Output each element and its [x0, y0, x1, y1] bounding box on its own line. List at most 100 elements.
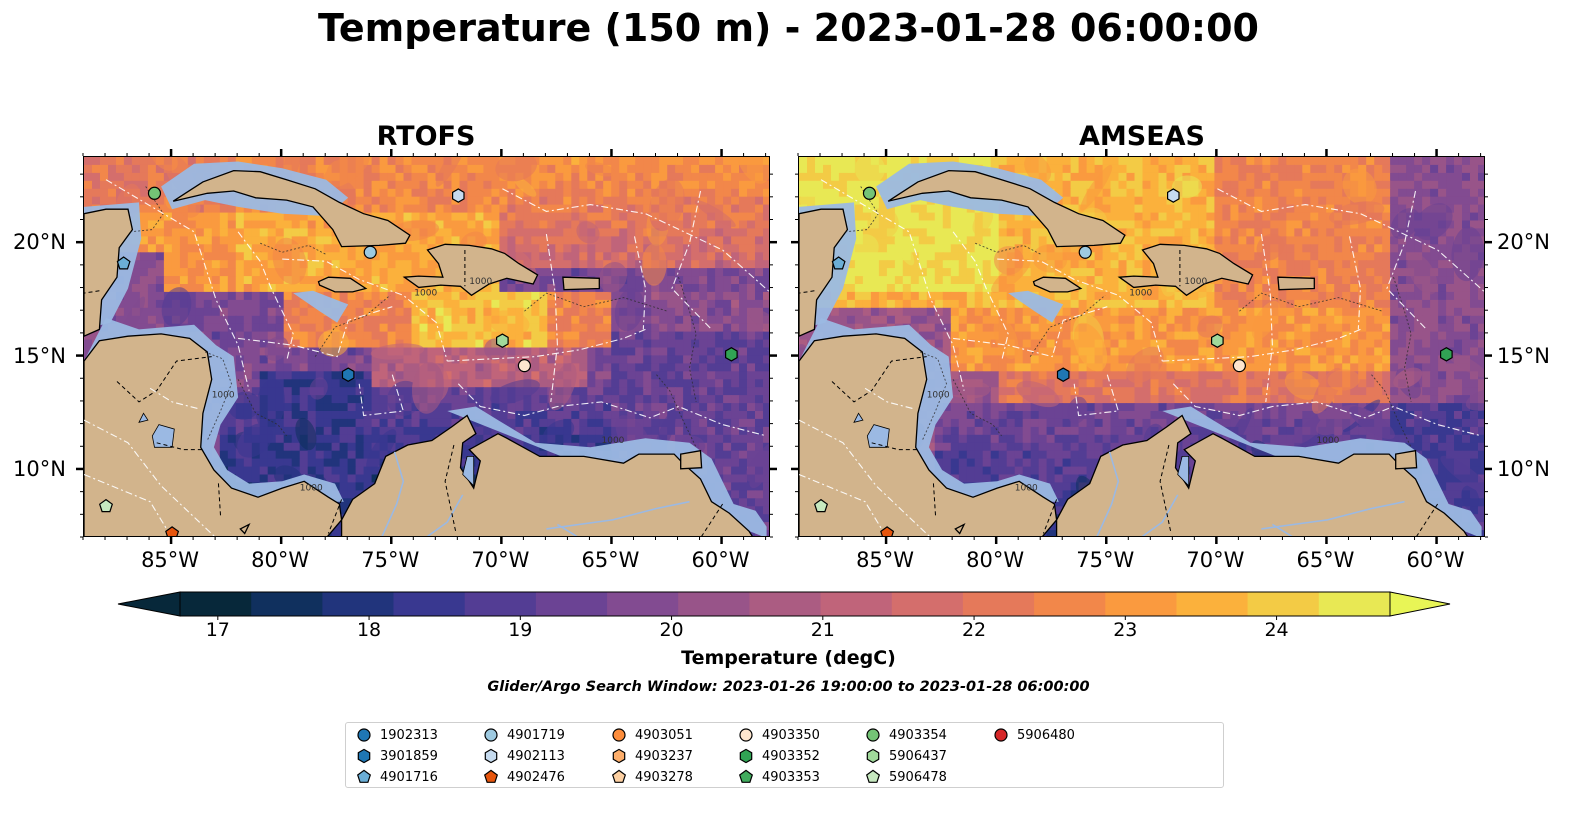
lat-label-20n-right: 20°N	[1497, 230, 1550, 254]
legend-label: 4903352	[762, 748, 820, 764]
float-marker-4903352-rtofs	[725, 347, 738, 362]
colorbar-segment	[251, 592, 323, 616]
legend-item-4901716: 4901716	[356, 768, 438, 786]
legend-item-5906478: 5906478	[865, 768, 947, 786]
legend-item-4901719: 4901719	[483, 726, 565, 744]
colorbar-segment	[1176, 592, 1249, 616]
svg-text:1000: 1000	[414, 288, 437, 298]
legend-label: 4903354	[889, 727, 947, 743]
svg-text:1000: 1000	[300, 483, 323, 493]
eez-boundaries	[84, 179, 769, 536]
colorbar-segment	[322, 592, 395, 616]
float-markers	[813, 186, 1453, 536]
colorbar-segment	[820, 592, 893, 616]
legend-label: 4903237	[635, 748, 693, 764]
legend-marker-5906437	[866, 748, 880, 764]
colorbar-segment	[180, 592, 252, 616]
colorbar-tick-label: 17	[205, 619, 230, 641]
legend-label: 5906478	[889, 769, 947, 785]
lon-label-rtofs-1: 80°W	[251, 548, 310, 572]
colorbar-tick-label: 22	[961, 619, 987, 641]
float-marker-4902113-rtofs	[452, 188, 465, 203]
legend-marker-4903353	[738, 769, 754, 783]
land-masses	[84, 169, 753, 536]
legend-item-4903237: 4903237	[611, 747, 693, 765]
legend-label: 4903278	[635, 769, 693, 785]
svg-text:1000: 1000	[212, 390, 235, 400]
legend-marker-5906478	[865, 769, 881, 783]
lon-label-amseas-4: 65°W	[1296, 548, 1355, 572]
lon-label-amseas-1: 80°W	[966, 548, 1025, 572]
lon-label-rtofs-5: 60°W	[691, 548, 750, 572]
panel-title-amseas: AMSEAS	[1079, 121, 1205, 152]
legend-marker-4903350	[739, 728, 753, 742]
float-legend: 1902313 3901859 4901716 4901719 4902113 49024…	[345, 722, 1224, 788]
colorbar-segment	[678, 592, 750, 616]
legend-marker-3901859	[357, 748, 371, 764]
legend-item-4903353: 4903353	[738, 768, 820, 786]
eez-boundaries	[799, 179, 1484, 536]
colorbar-segment	[891, 592, 964, 616]
legend-item-4903354: 4903354	[865, 726, 947, 744]
legend-label: 3901859	[380, 748, 438, 764]
legend-marker-4902113	[484, 748, 498, 764]
colorbar-extend-low	[117, 591, 181, 617]
lon-label-rtofs-3: 70°W	[471, 548, 530, 572]
legend-label: 4901716	[380, 769, 438, 785]
search-window-text: Glider/Argo Search Window: 2023-01-26 19…	[487, 679, 1090, 695]
float-marker-4901716-amseas	[831, 256, 846, 270]
colorbar	[117, 591, 1451, 620]
legend-label: 4903350	[762, 727, 820, 743]
colorbar-segment	[1034, 592, 1106, 616]
lat-label-15n-right: 15°N	[1497, 344, 1550, 368]
colorbar-segment	[535, 592, 608, 616]
float-marker-5906437-rtofs	[496, 333, 509, 348]
legend-label: 5906480	[1017, 727, 1075, 743]
float-marker-4902113-amseas	[1167, 188, 1180, 203]
float-marker-5906478-amseas	[813, 498, 829, 513]
float-markers	[98, 186, 738, 536]
float-marker-4901716-rtofs	[116, 256, 131, 270]
legend-label: 4902476	[507, 769, 565, 785]
colorbar-tick-label: 24	[1264, 619, 1289, 641]
legend-marker-1902313	[357, 728, 371, 742]
float-marker-4903350-amseas	[1232, 359, 1246, 373]
legend-item-4902113: 4902113	[483, 747, 565, 765]
map-panel-amseas: 1000 1000 1000 1000 1000	[798, 156, 1485, 537]
colorbar-segment	[1247, 592, 1320, 616]
legend-item-4902476: 4902476	[483, 768, 565, 786]
legend-item-5906480: 5906480	[993, 726, 1075, 744]
colorbar-segment	[749, 592, 822, 616]
colorbar-tick-label: 23	[1113, 619, 1138, 641]
float-marker-4903350-rtofs	[517, 359, 531, 373]
legend-marker-5906480	[994, 728, 1008, 742]
float-marker-4903354-rtofs	[147, 186, 162, 200]
legend-label: 4903353	[762, 769, 820, 785]
lon-label-amseas-3: 70°W	[1186, 548, 1245, 572]
colorbar-segment	[1318, 592, 1391, 616]
colorbar-segment	[1105, 592, 1177, 616]
lat-label-10n-right: 10°N	[1497, 457, 1550, 481]
colorbar-segment	[393, 592, 466, 616]
lon-label-amseas-0: 85°W	[856, 548, 915, 572]
legend-item-5906437: 5906437	[865, 747, 947, 765]
legend-item-1902313: 1902313	[356, 726, 438, 744]
float-marker-3901859-amseas	[1056, 367, 1070, 382]
legend-label: 1902313	[380, 727, 438, 743]
legend-marker-4903352	[739, 748, 753, 764]
lon-label-rtofs-2: 75°W	[361, 548, 420, 572]
svg-text:1000: 1000	[469, 277, 492, 287]
lon-label-rtofs-0: 85°W	[141, 548, 200, 572]
colorbar-tick-label: 21	[810, 619, 835, 641]
lon-label-amseas-2: 75°W	[1076, 548, 1135, 572]
colorbar-extend-high	[1389, 591, 1451, 617]
float-marker-4902476-amseas	[880, 526, 895, 536]
legend-label: 4903051	[635, 727, 693, 743]
panel-title-rtofs: RTOFS	[376, 121, 476, 152]
float-marker-4901719-rtofs	[363, 245, 377, 259]
legend-item-4903051: 4903051	[611, 726, 693, 744]
float-marker-4901719-amseas	[1078, 245, 1092, 259]
